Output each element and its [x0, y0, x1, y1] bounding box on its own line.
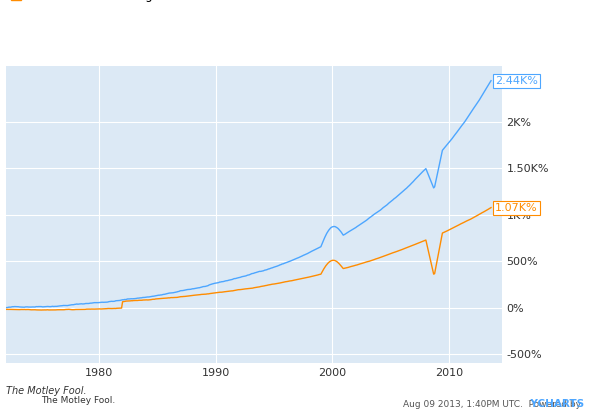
Text: 2.44K%: 2.44K% — [495, 76, 538, 86]
Text: Aug 09 2013, 1:40PM UTC.  Powered by: Aug 09 2013, 1:40PM UTC. Powered by — [403, 400, 584, 409]
Text: The Motley Fool.: The Motley Fool. — [41, 396, 116, 405]
Text: YCHARTS: YCHARTS — [342, 399, 584, 409]
Text: 1.07K%: 1.07K% — [495, 203, 538, 213]
Text: The Motley Fool.: The Motley Fool. — [6, 387, 87, 396]
Legend: 3M Co Total Return, 3M Co Price % Change: 3M Co Total Return, 3M Co Price % Change — [7, 0, 165, 7]
